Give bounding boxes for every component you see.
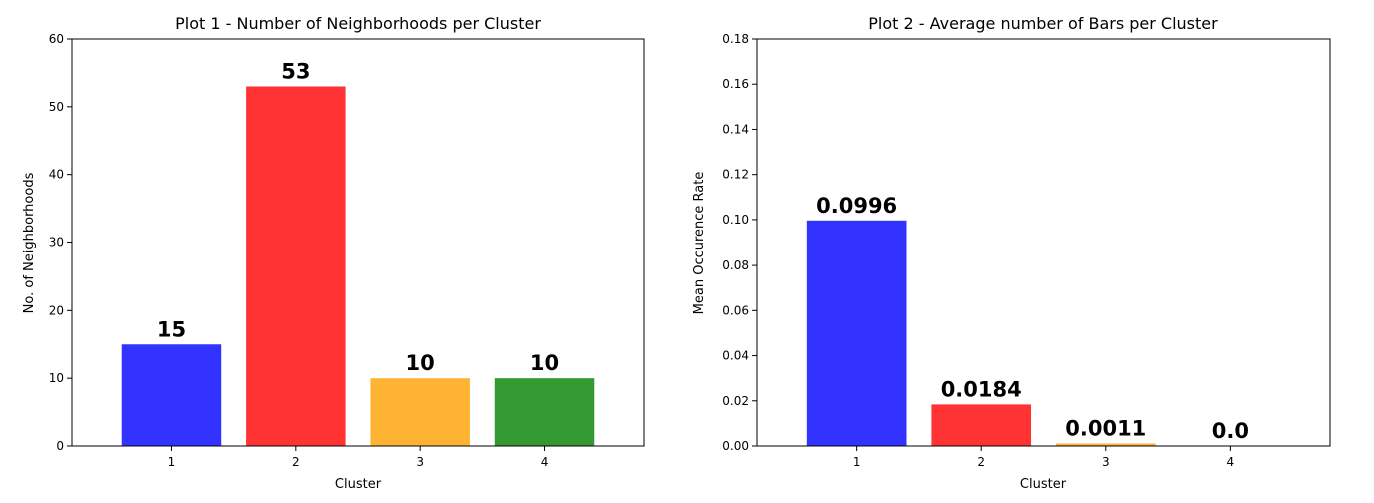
plot-2-data-label-3: 0.0011 (1065, 417, 1146, 441)
plot-2-ytick-label: 0.02 (722, 394, 749, 408)
plot-2-xtick-label: 1 (853, 455, 861, 469)
plot-2-xtick-label: 4 (1227, 455, 1235, 469)
plot-2-ytick-label: 0.16 (722, 77, 749, 91)
plot-1-title: Plot 1 - Number of Neighborhoods per Clu… (175, 14, 541, 33)
plot-1-data-label-2: 53 (281, 59, 310, 83)
plot-1-ytick-label: 20 (49, 303, 64, 317)
plot-1-xtick-label: 4 (541, 455, 549, 469)
plot-1: Plot 1 - Number of Neighborhoods per Clu… (22, 14, 645, 492)
plot-2-ytick-label: 0.06 (722, 303, 749, 317)
plot-1-xlabel: Cluster (335, 477, 382, 492)
plot-2-xtick-label: 3 (1102, 455, 1110, 469)
plot-1-bars: 15 53 10 10 (121, 59, 595, 446)
plot-1-bar-4 (494, 378, 595, 446)
plot-1-bar-3 (370, 378, 470, 446)
plot-2-data-label-4: 0.0 (1212, 419, 1249, 443)
plot-1-bar-1 (121, 344, 222, 446)
plot-2-data-label-1: 0.0996 (816, 194, 897, 218)
plot-1-ytick-label: 10 (49, 371, 64, 385)
plot-2: Plot 2 - Average number of Bars per Clus… (692, 14, 1331, 492)
plot-2-ytick-label: 0.10 (722, 213, 749, 227)
plot-2-bar-2 (931, 404, 1032, 446)
plot-1-data-label-3: 10 (406, 351, 435, 375)
plot-2-ytick-label: 0.18 (722, 32, 749, 46)
plot-2-data-label-2: 0.0184 (941, 377, 1022, 401)
plot-1-axes-frame (71, 38, 645, 447)
plot-1-data-label-4: 10 (530, 351, 559, 375)
plot-2-ytick-label: 0.04 (722, 349, 749, 363)
plot-1-ytick-label: 50 (49, 100, 64, 114)
plot-2-bar-1 (806, 220, 907, 446)
plot-1-xtick-label: 3 (416, 455, 424, 469)
plot-2-xtick-label: 2 (977, 455, 985, 469)
plot-2-xlabel: Cluster (1020, 477, 1067, 492)
plot-2-ticks: 1 2 3 4 0.00 0.02 0.04 0.06 0.08 0.10 0.12 0.14 0.16… (722, 32, 1234, 469)
plot-2-title: Plot 2 - Average number of Bars per Clus… (868, 14, 1218, 33)
plot-1-ytick-label: 0 (56, 439, 64, 453)
plot-2-ytick-label: 0.12 (722, 168, 749, 182)
plot-2-ytick-label: 0.14 (722, 122, 749, 136)
plot-2-bar-3 (1055, 443, 1156, 446)
plot-2-axes-frame (756, 38, 1331, 447)
plot-1-xtick-label: 2 (292, 455, 300, 469)
plot-1-ylabel: No. of Neighborhoods (22, 172, 37, 313)
plot-1-ytick-label: 40 (49, 168, 64, 182)
plot-1-data-label-1: 15 (157, 317, 186, 341)
plot-2-ylabel: Mean Occurence Rate (692, 172, 707, 315)
plot-2-bars: 0.0996 0.0184 0.0011 0.0 (806, 194, 1249, 446)
plot-2-ytick-label: 0.08 (722, 258, 749, 272)
plot-1-bar-2 (246, 86, 346, 446)
plot-1-xtick-label: 1 (168, 455, 176, 469)
plot-1-ytick-label: 30 (49, 236, 64, 250)
plot-1-ytick-label: 60 (49, 32, 64, 46)
plot-2-ytick-label: 0.00 (722, 439, 749, 453)
